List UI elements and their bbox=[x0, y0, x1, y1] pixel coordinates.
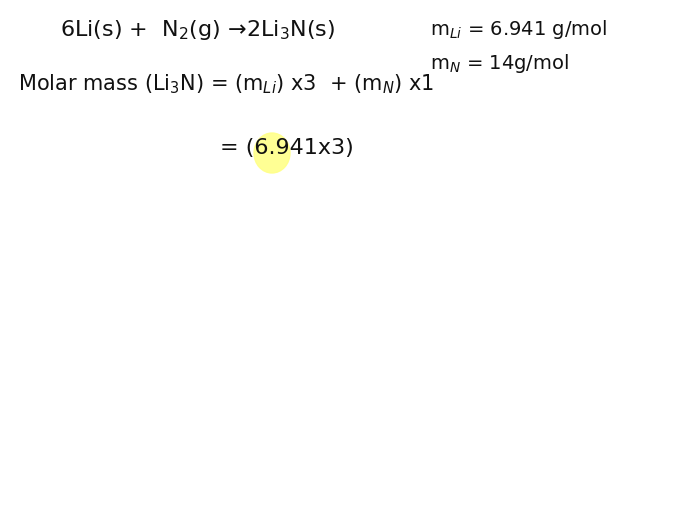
Ellipse shape bbox=[254, 133, 290, 173]
Text: m$_{Li}$ = 6.941 g/mol: m$_{Li}$ = 6.941 g/mol bbox=[430, 18, 608, 41]
Text: 6Li(s) +  N$_2$(g) →2Li$_3$N(s): 6Li(s) + N$_2$(g) →2Li$_3$N(s) bbox=[60, 18, 335, 42]
Text: Molar mass (Li$_3$N) = (m$_{Li}$) x3  + (m$_{N}$) x1: Molar mass (Li$_3$N) = (m$_{Li}$) x3 + (… bbox=[18, 72, 434, 96]
Text: m$_{N}$ = 14g/mol: m$_{N}$ = 14g/mol bbox=[430, 52, 569, 75]
Text: = (6.941x3): = (6.941x3) bbox=[220, 138, 354, 158]
